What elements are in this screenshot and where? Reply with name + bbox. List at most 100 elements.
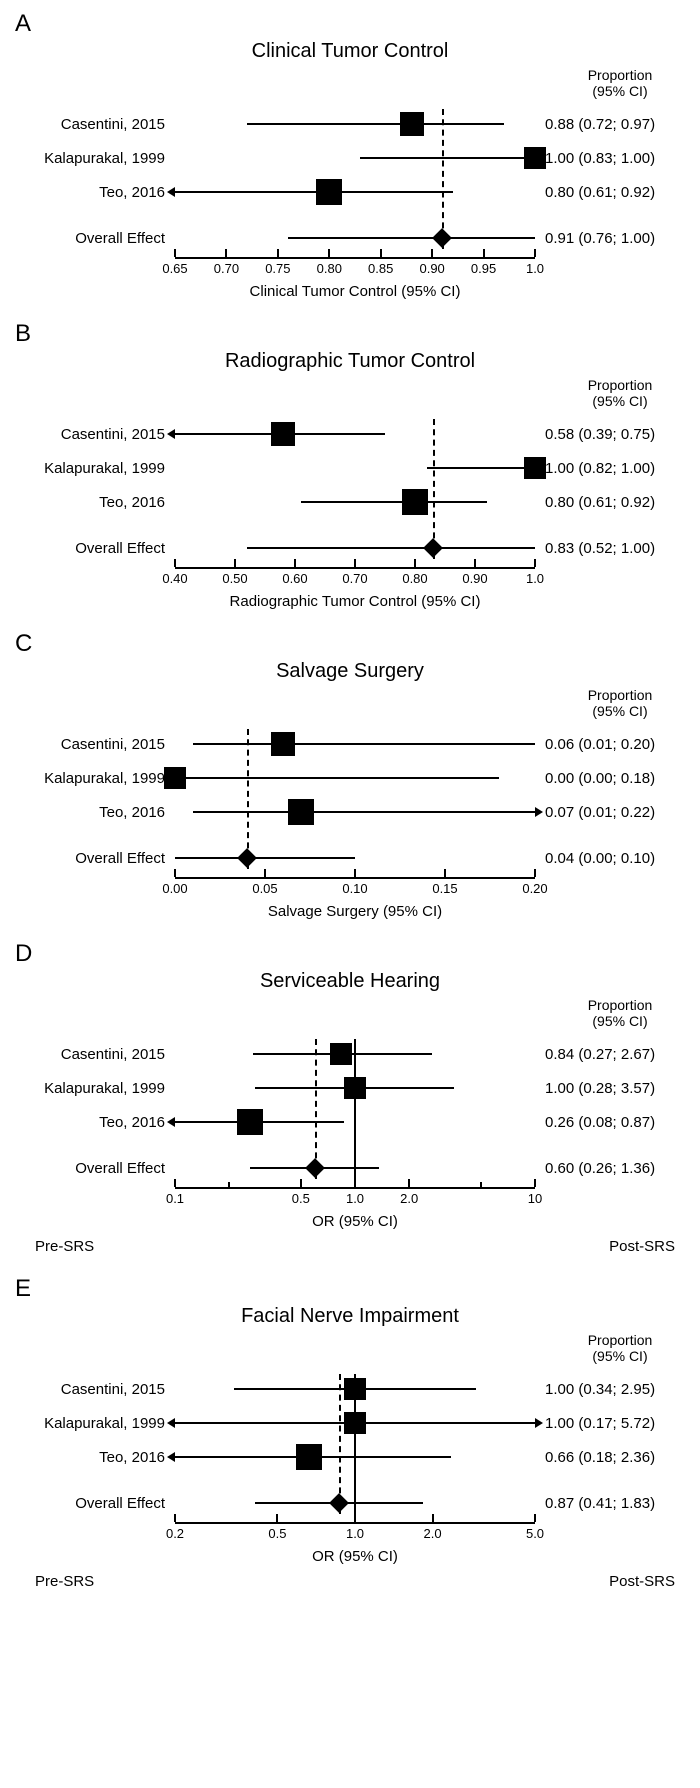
axis-tick <box>534 1179 536 1187</box>
row-value: 1.00 (0.82; 1.00) <box>535 460 675 477</box>
row-value: 1.00 (0.34; 2.95) <box>535 1381 675 1398</box>
square-marker-icon <box>164 767 186 789</box>
axis-tick-label: 0.95 <box>471 261 496 276</box>
ci-line <box>427 467 535 469</box>
square-marker-icon <box>271 422 295 446</box>
null-reference-line <box>354 1374 356 1514</box>
study-row: Teo, 20160.80 (0.61; 0.92) <box>15 487 685 517</box>
panel-letter: A <box>15 10 685 38</box>
axis-tick-label: 2.0 <box>423 1526 441 1541</box>
row-label: Casentini, 2015 <box>15 426 175 443</box>
ci-arrow-right-icon <box>535 1418 543 1428</box>
axis-tick <box>354 559 356 567</box>
row-label: Kalapurakal, 1999 <box>15 770 175 787</box>
side-labels-row: Pre-SRS Post-SRS <box>15 1238 685 1255</box>
study-row: Kalapurakal, 1999 1.00 (0.28; 3.57) <box>15 1073 685 1103</box>
row-label: Teo, 2016 <box>15 184 175 201</box>
axis-tick <box>432 1514 434 1522</box>
axis-tick-label: 5.0 <box>526 1526 544 1541</box>
overall-reference-line <box>247 729 249 869</box>
axis-tick <box>225 249 227 257</box>
axis-area: 0.20.51.02.05.0OR (95% CI) <box>15 1522 685 1565</box>
side-label-left: Pre-SRS <box>15 1238 175 1255</box>
column-header-row: Proportion(95% CI) <box>15 997 685 1029</box>
axis-tick-label: 0.5 <box>292 1191 310 1206</box>
ci-line <box>193 743 535 745</box>
forest-plot-panel: AClinical Tumor ControlProportion(95% CI… <box>0 10 700 300</box>
panel-letter: C <box>15 630 685 658</box>
side-label-left: Pre-SRS <box>15 1573 175 1590</box>
axis-title: Salvage Surgery (95% CI) <box>175 903 535 920</box>
chart-wrap: Casentini, 20150.58 (0.39; 0.75) Kalapura… <box>15 419 685 563</box>
axis-tick-label: 1.0 <box>526 261 544 276</box>
axis-tick-label: 0.00 <box>162 881 187 896</box>
axis-tick-label: 1.0 <box>526 571 544 586</box>
row-value: 0.60 (0.26; 1.36) <box>535 1160 675 1177</box>
overall-reference-line <box>315 1039 317 1179</box>
axis-tick <box>534 559 536 567</box>
study-row: Casentini, 20150.58 (0.39; 0.75) <box>15 419 685 449</box>
chart-wrap: Casentini, 20151.00 (0.34; 2.95)Kalapura… <box>15 1374 685 1518</box>
overall-effect-row: Overall Effect 0.04 (0.00; 0.10) <box>15 843 685 873</box>
study-row: Kalapurakal, 19991.00 (0.17; 5.72) <box>15 1408 685 1438</box>
plot-area: Casentini, 20150.88 (0.72; 0.97) Kalapura… <box>15 109 685 253</box>
axis-tick-label: 10 <box>528 1191 542 1206</box>
row-label: Casentini, 2015 <box>15 736 175 753</box>
study-row: Teo, 20160.26 (0.08; 0.87) <box>15 1107 685 1137</box>
column-header-row: Proportion(95% CI) <box>15 687 685 719</box>
row-label: Overall Effect <box>15 1160 175 1177</box>
axis-tick <box>354 869 356 877</box>
forest-plot-panel: DServiceable HearingProportion(95% CI)Ca… <box>0 940 700 1255</box>
ci-line <box>301 501 487 503</box>
panel-letter: E <box>15 1275 685 1303</box>
axis-tick <box>354 1179 356 1187</box>
axis-tick-label: 1.0 <box>346 1526 364 1541</box>
row-value: 0.04 (0.00; 0.10) <box>535 850 675 867</box>
axis-tick <box>234 559 236 567</box>
study-row: Kalapurakal, 19991.00 (0.82; 1.00) <box>15 453 685 483</box>
square-marker-icon <box>524 147 546 169</box>
axis-title: OR (95% CI) <box>175 1213 535 1230</box>
row-label: Kalapurakal, 1999 <box>15 1080 175 1097</box>
row-label: Casentini, 2015 <box>15 116 175 133</box>
value-column-header: Proportion(95% CI) <box>555 687 685 719</box>
ci-line <box>247 123 504 125</box>
panel-letter: B <box>15 320 685 348</box>
ci-arrow-left-icon <box>167 1117 175 1127</box>
axis-tick <box>534 869 536 877</box>
row-value: 0.00 (0.00; 0.18) <box>535 770 675 787</box>
axis-tick-label: 0.1 <box>166 1191 184 1206</box>
plot-area: Casentini, 20150.58 (0.39; 0.75) Kalapura… <box>15 419 685 563</box>
axis-tick <box>380 249 382 257</box>
x-axis-line: 0.20.51.02.05.0 <box>175 1522 535 1524</box>
square-marker-icon <box>400 112 424 136</box>
axis-tick <box>174 249 176 257</box>
panel-letter: D <box>15 940 685 968</box>
overall-effect-row: Overall Effect0.83 (0.52; 1.00) <box>15 533 685 563</box>
axis-tick-label: 0.50 <box>222 571 247 586</box>
axis-tick <box>414 559 416 567</box>
square-marker-icon <box>316 179 342 205</box>
study-row: Casentini, 20150.88 (0.72; 0.97) <box>15 109 685 139</box>
study-row: Kalapurakal, 19991.00 (0.83; 1.00) <box>15 143 685 173</box>
axis-tick <box>354 1514 356 1522</box>
axis-tick-label: 0.70 <box>214 261 239 276</box>
ci-line <box>175 777 499 779</box>
axis-tick-label: 2.0 <box>400 1191 418 1206</box>
side-label-right: Post-SRS <box>535 1238 675 1255</box>
x-axis-line: 0.650.700.750.800.850.900.951.0 <box>175 257 535 259</box>
ci-arrow-right-icon <box>535 807 543 817</box>
axis-tick <box>294 559 296 567</box>
row-value: 0.87 (0.41; 1.83) <box>535 1495 675 1512</box>
axis-tick-label: 0.05 <box>252 881 277 896</box>
axis-tick <box>277 249 279 257</box>
row-label: Overall Effect <box>15 850 175 867</box>
forest-plot-panel: EFacial Nerve ImpairmentProportion(95% C… <box>0 1275 700 1590</box>
row-value: 1.00 (0.28; 3.57) <box>535 1080 675 1097</box>
ci-line <box>360 157 535 159</box>
axis-title: Radiographic Tumor Control (95% CI) <box>175 593 535 610</box>
column-header-row: Proportion(95% CI) <box>15 377 685 409</box>
row-label: Teo, 2016 <box>15 494 175 511</box>
axis-tick-label: 0.90 <box>419 261 444 276</box>
forest-plot-panel: BRadiographic Tumor ControlProportion(95… <box>0 320 700 610</box>
